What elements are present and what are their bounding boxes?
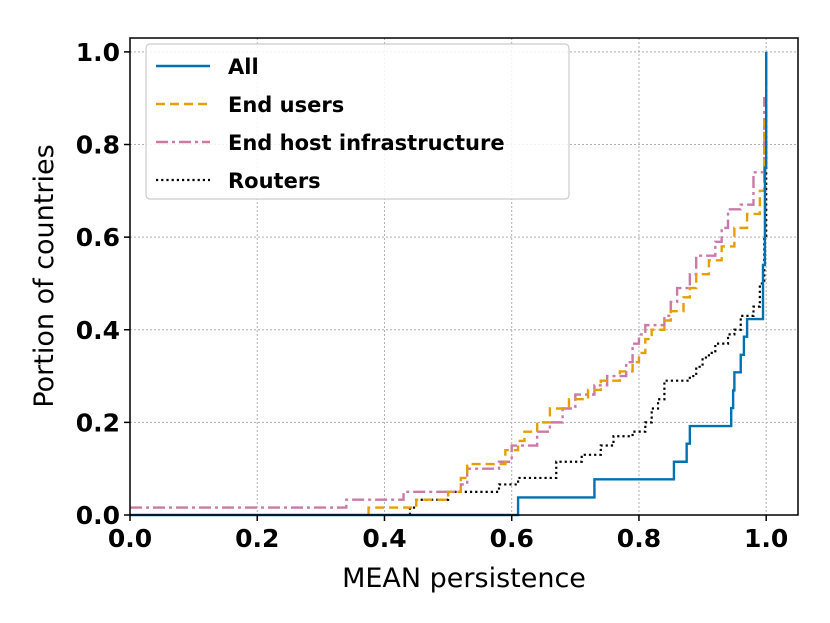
legend-label-routers: Routers <box>228 169 321 193</box>
y-axis-title: Portion of countries <box>29 144 60 407</box>
x-tick-label: 0.8 <box>617 524 661 553</box>
x-tick-label: 0.6 <box>490 524 534 553</box>
y-tick-label: 0.8 <box>76 131 120 160</box>
legend-box <box>145 43 570 200</box>
series-layer <box>130 51 768 517</box>
legend-label-end-host-infrastructure: End host infrastructure <box>228 131 505 155</box>
x-tick-label: 0.2 <box>235 524 279 553</box>
y-tick-label: 0.6 <box>76 223 120 252</box>
legend-label-all: All <box>228 55 259 79</box>
legend: All End users End host infrastructure Route… <box>145 43 570 200</box>
series-line-routers <box>408 51 768 515</box>
plot-frame <box>129 37 799 516</box>
y-tick-label: 1.0 <box>76 38 120 67</box>
x-tick-label: 0.4 <box>362 524 406 553</box>
axis-ticks: 0.0 0.2 0.4 0.6 0.8 1.0 0.0 0.2 0.4 0.6 0.8 1.0 <box>76 38 789 553</box>
series-line-all <box>130 51 768 517</box>
y-tick-label: 0.0 <box>76 501 120 530</box>
x-tick-label: 1.0 <box>744 524 788 553</box>
legend-label-end-users: End users <box>228 93 344 117</box>
series-line-end-users <box>367 51 768 515</box>
y-tick-label: 0.2 <box>76 408 120 437</box>
x-tick-label: 0.0 <box>108 524 152 553</box>
y-tick-label: 0.4 <box>76 316 120 345</box>
x-axis-title: MEAN persistence <box>342 563 586 594</box>
series-line-end-host-infrastructure <box>130 51 768 509</box>
